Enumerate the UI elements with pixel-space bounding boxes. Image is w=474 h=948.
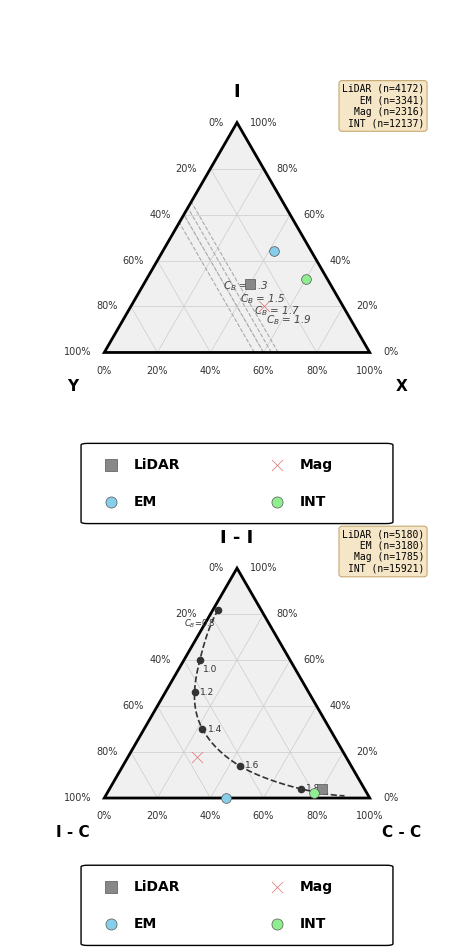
Text: X: X <box>396 379 408 394</box>
Text: 20%: 20% <box>176 610 197 619</box>
FancyBboxPatch shape <box>81 866 393 945</box>
Text: 20%: 20% <box>146 811 168 821</box>
Text: 100%: 100% <box>64 793 91 803</box>
Text: 80%: 80% <box>277 610 298 619</box>
Text: LiDAR: LiDAR <box>134 458 181 472</box>
Text: 40%: 40% <box>149 210 171 220</box>
Point <box>193 749 201 764</box>
Point <box>236 758 244 774</box>
Text: 40%: 40% <box>200 811 221 821</box>
Text: EM: EM <box>134 495 157 509</box>
Point <box>199 721 206 737</box>
Text: LiDAR (n=4172)
 EM (n=3341)
Mag (n=2316)
INT (n=12137): LiDAR (n=4172) EM (n=3341) Mag (n=2316) … <box>342 83 424 128</box>
Text: 1.4: 1.4 <box>208 724 222 734</box>
Point <box>215 602 222 617</box>
Text: $C_B$ = 1.7: $C_B$ = 1.7 <box>254 303 301 318</box>
Text: 80%: 80% <box>306 366 328 375</box>
Text: Mag: Mag <box>300 458 333 472</box>
Text: 20%: 20% <box>176 164 197 173</box>
Text: I - I: I - I <box>220 529 254 547</box>
Text: INT: INT <box>300 495 327 509</box>
Text: 20%: 20% <box>356 747 378 757</box>
Text: 80%: 80% <box>306 811 328 821</box>
Text: 80%: 80% <box>96 747 118 757</box>
Text: 60%: 60% <box>253 811 274 821</box>
Text: 100%: 100% <box>356 366 383 375</box>
Text: A.: A. <box>0 74 1 93</box>
Text: 1.0: 1.0 <box>202 665 217 674</box>
Text: 100%: 100% <box>356 811 383 821</box>
Text: 100%: 100% <box>64 348 91 357</box>
Text: 1.6: 1.6 <box>245 761 259 771</box>
Text: 80%: 80% <box>96 301 118 312</box>
Text: 20%: 20% <box>146 366 168 375</box>
Text: 1.2: 1.2 <box>200 688 214 697</box>
Text: $C_B$ = 1.5: $C_B$ = 1.5 <box>240 292 285 306</box>
Text: 40%: 40% <box>200 366 221 375</box>
Text: $C_B$=0.8: $C_B$=0.8 <box>184 617 216 630</box>
Text: I - C: I - C <box>55 825 89 840</box>
Text: 40%: 40% <box>330 702 351 711</box>
Text: 0%: 0% <box>97 366 112 375</box>
Text: 0%: 0% <box>383 348 398 357</box>
Text: 0%: 0% <box>209 563 224 574</box>
Text: 80%: 80% <box>277 164 298 173</box>
Text: 60%: 60% <box>253 366 274 375</box>
Text: $C_B$ = 1.9: $C_B$ = 1.9 <box>266 313 312 327</box>
Text: 0%: 0% <box>97 811 112 821</box>
Point <box>310 786 318 801</box>
Polygon shape <box>104 122 370 353</box>
Text: I: I <box>234 83 240 101</box>
Text: 0%: 0% <box>383 793 398 803</box>
Point <box>297 781 304 796</box>
Text: 60%: 60% <box>303 210 325 220</box>
Text: 100%: 100% <box>250 118 278 128</box>
Point <box>246 276 254 291</box>
Text: 60%: 60% <box>123 256 144 265</box>
Point <box>270 244 278 259</box>
Text: EM: EM <box>134 917 157 931</box>
Text: Y: Y <box>67 379 78 394</box>
Text: 60%: 60% <box>303 655 325 665</box>
Point <box>318 781 326 796</box>
Text: LiDAR (n=5180)
 EM (n=3180)
Mag (n=1785)
INT (n=15921): LiDAR (n=5180) EM (n=3180) Mag (n=1785) … <box>342 529 424 574</box>
Point <box>191 684 198 700</box>
Point <box>223 791 230 806</box>
Text: 100%: 100% <box>250 563 278 574</box>
Point <box>260 299 267 314</box>
Text: $C_B$ = 1.3: $C_B$ = 1.3 <box>223 280 269 294</box>
Text: 20%: 20% <box>356 301 378 312</box>
Text: 40%: 40% <box>149 655 171 665</box>
Text: 60%: 60% <box>123 702 144 711</box>
Polygon shape <box>104 568 370 798</box>
Text: LiDAR: LiDAR <box>134 880 181 894</box>
Text: Mag: Mag <box>300 880 333 894</box>
Point <box>302 271 310 286</box>
Text: 1.8: 1.8 <box>306 784 320 793</box>
Text: 40%: 40% <box>330 256 351 265</box>
Text: 0%: 0% <box>209 118 224 128</box>
Point <box>196 652 204 667</box>
FancyBboxPatch shape <box>81 444 393 523</box>
Text: INT: INT <box>300 917 327 931</box>
Text: C - C: C - C <box>382 825 421 840</box>
